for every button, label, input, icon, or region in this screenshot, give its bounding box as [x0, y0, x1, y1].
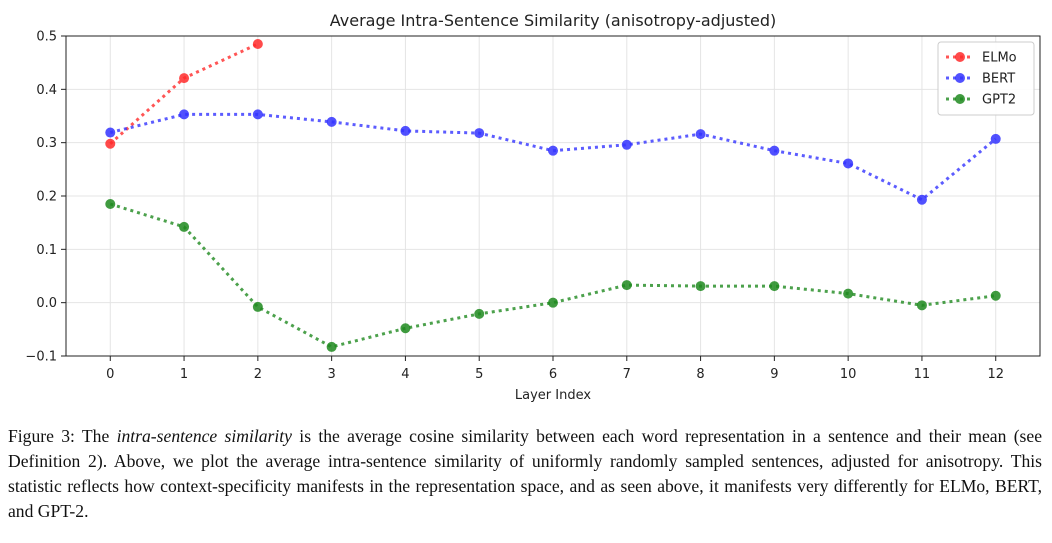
data-point-bert — [621, 139, 632, 150]
legend-item-elmo: ELMo — [946, 51, 1017, 66]
x-tick-label: 0 — [106, 367, 114, 382]
data-point-gpt2 — [990, 290, 1001, 301]
x-tick-label: 10 — [840, 367, 857, 382]
y-tick-label: 0.1 — [36, 243, 57, 258]
data-point-gpt2 — [400, 323, 411, 334]
data-point-gpt2 — [769, 281, 780, 292]
x-tick-label: 11 — [914, 367, 931, 382]
data-point-bert — [474, 128, 485, 139]
data-point-gpt2 — [695, 281, 706, 292]
series-layer — [105, 39, 1001, 352]
caption-text: is the average cosine similarity between… — [8, 426, 1043, 521]
data-point-gpt2 — [179, 221, 190, 232]
data-point-bert — [769, 145, 780, 156]
y-tick-label: 0.5 — [36, 30, 57, 45]
x-tick-label: 1 — [180, 367, 188, 382]
legend-item-gpt2: GPT2 — [946, 93, 1016, 108]
data-point-gpt2 — [252, 301, 263, 312]
legend-swatch-marker — [955, 94, 965, 104]
x-tick-label: 2 — [254, 367, 262, 382]
series-elmo — [105, 39, 263, 149]
data-point-gpt2 — [916, 300, 927, 311]
x-tick-label: 6 — [549, 367, 557, 382]
legend-label: BERT — [982, 72, 1015, 87]
data-point-bert — [916, 194, 927, 205]
x-tick-label: 7 — [623, 367, 631, 382]
series-gpt2 — [105, 199, 1001, 352]
legend-item-bert: BERT — [946, 72, 1015, 87]
x-tick-label: 3 — [327, 367, 335, 382]
data-point-bert — [252, 109, 263, 120]
line-chart: 0 1 2 3 4 5 6 7 8 9 10 11 12−0.10.00.10.20.30.40.5 A… — [25, 11, 1041, 403]
y-tick-label: 0.2 — [36, 190, 57, 205]
data-point-elmo — [179, 73, 190, 84]
grid — [66, 35, 1040, 357]
caption-emphasis: intra-sentence similarity — [116, 426, 292, 446]
x-tick-label: 8 — [696, 367, 704, 382]
data-point-gpt2 — [621, 280, 632, 291]
series-bert — [105, 109, 1001, 205]
data-point-bert — [990, 133, 1001, 144]
data-point-bert — [548, 145, 558, 156]
x-tick-label: 9 — [770, 367, 778, 382]
legend: ELMo BERT GPT2 — [937, 41, 1035, 116]
data-point-bert — [400, 125, 411, 136]
ticks: 0 1 2 3 4 5 6 7 8 9 10 11 12−0.10.00.10.20.30.40.5 — [25, 30, 1004, 383]
chart-title: Average Intra-Sentence Similarity (aniso… — [330, 11, 777, 30]
data-point-bert — [105, 127, 116, 138]
y-tick-label: 0.0 — [36, 296, 57, 311]
figure-caption: Figure 3: The intra-sentence similarity … — [8, 424, 1042, 524]
x-tick-label: 4 — [401, 367, 409, 382]
x-tick-label: 12 — [987, 367, 1004, 382]
caption-label: Figure 3: The — [8, 426, 117, 446]
data-point-bert — [843, 158, 854, 169]
data-point-elmo — [105, 138, 116, 149]
data-point-gpt2 — [548, 297, 558, 308]
data-point-gpt2 — [474, 308, 485, 319]
data-point-bert — [179, 109, 190, 120]
y-tick-label: 0.4 — [36, 83, 57, 98]
legend-label: GPT2 — [982, 93, 1016, 108]
data-point-gpt2 — [843, 288, 854, 299]
x-tick-label: 5 — [475, 367, 483, 382]
legend-label: ELMo — [982, 51, 1017, 66]
data-point-elmo — [252, 39, 263, 49]
y-tick-label: 0.3 — [36, 136, 57, 151]
data-point-bert — [326, 116, 337, 127]
legend-swatch-marker — [955, 52, 965, 62]
legend-swatch-marker — [955, 73, 965, 83]
y-tick-label: −0.1 — [25, 350, 57, 365]
x-axis-label: Layer Index — [515, 388, 591, 403]
data-point-gpt2 — [105, 199, 116, 209]
data-point-bert — [695, 129, 706, 140]
data-point-gpt2 — [326, 341, 337, 352]
